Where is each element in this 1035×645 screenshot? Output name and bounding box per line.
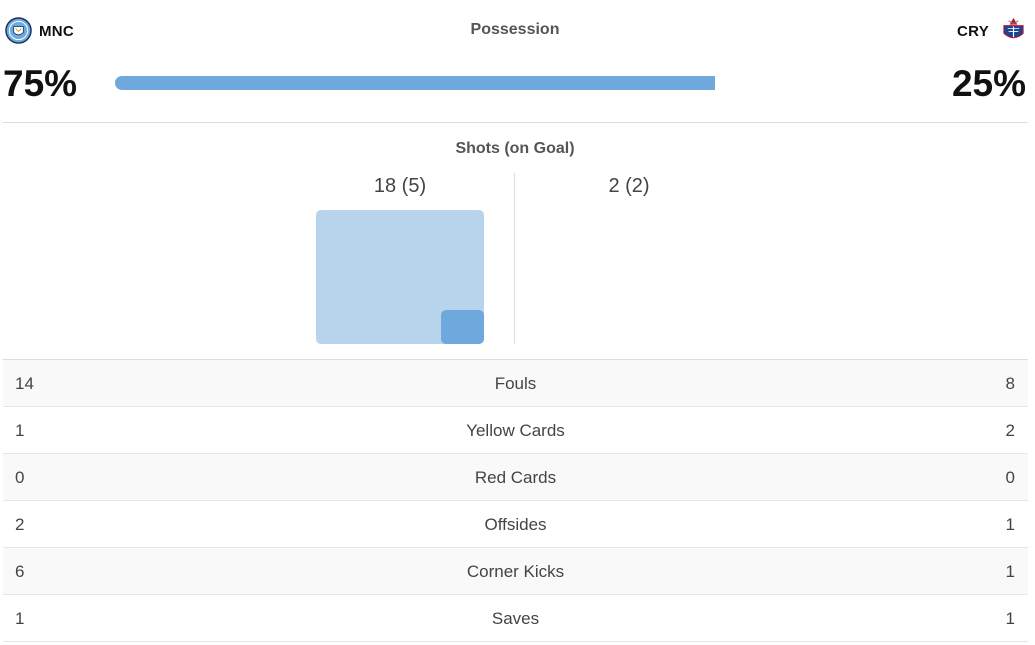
possession-title: Possession <box>470 21 560 38</box>
away-stat-value: 0 <box>1005 468 1015 487</box>
possession-bar <box>115 76 915 90</box>
stat-row-red-cards: 0 Red Cards 0 <box>3 454 1028 501</box>
home-stat-value: 14 <box>15 374 34 393</box>
home-team-abbr: MNC <box>39 23 75 40</box>
home-possession-value: 75% <box>3 63 78 104</box>
away-stat-value: 1 <box>1005 515 1015 534</box>
home-stat-value: 1 <box>15 609 25 628</box>
away-stat-value: 8 <box>1005 374 1015 393</box>
away-stat-value: 1 <box>1005 609 1015 628</box>
away-stat-value: 2 <box>1005 421 1015 440</box>
stat-label: Yellow Cards <box>466 421 565 440</box>
away-team-logo <box>1000 16 1027 48</box>
shots-divider <box>514 173 515 344</box>
stats-table: 14 Fouls 8 1 Yellow Cards 2 0 Red Cards … <box>3 360 1028 642</box>
divider <box>3 359 1028 360</box>
stat-label: Saves <box>491 609 540 628</box>
manchester-city-crest-icon <box>5 17 32 44</box>
home-stat-value: 2 <box>15 515 25 534</box>
stat-label: Corner Kicks <box>466 562 565 581</box>
stat-row-offsides: 2 Offsides 1 <box>3 501 1028 548</box>
home-team-logo <box>5 17 32 49</box>
home-stat-value: 0 <box>15 468 25 487</box>
away-possession-value: 25% <box>951 63 1026 104</box>
stat-label: Red Cards <box>474 468 557 487</box>
stat-row-yellow-cards: 1 Yellow Cards 2 <box>3 407 1028 454</box>
home-shots-on-goal-box <box>441 310 484 344</box>
stat-label: Fouls <box>494 374 537 393</box>
divider <box>3 122 1028 123</box>
stat-label: Offsides <box>484 515 547 534</box>
away-team-abbr: CRY <box>957 23 990 40</box>
home-stat-value: 6 <box>15 562 25 581</box>
home-shots-value: 18 (5) <box>373 175 427 197</box>
away-stat-value: 1 <box>1005 562 1015 581</box>
crystal-palace-crest-icon <box>1003 17 1024 39</box>
home-stat-value: 1 <box>15 421 25 440</box>
stat-row-saves: 1 Saves 1 <box>3 595 1028 642</box>
away-shots-value: 2 (2) <box>608 175 650 197</box>
shots-title: Shots (on Goal) <box>455 140 575 157</box>
stat-row-corner-kicks: 6 Corner Kicks 1 <box>3 548 1028 595</box>
home-possession-bar-fill <box>115 76 715 90</box>
stat-row-fouls: 14 Fouls 8 <box>3 360 1028 407</box>
